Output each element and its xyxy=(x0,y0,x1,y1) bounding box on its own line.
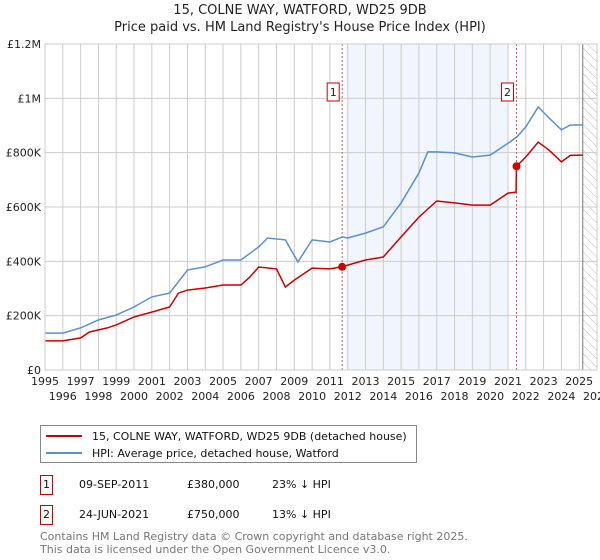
sale-price: £750,000 xyxy=(187,508,240,521)
x-tick-label: 2012 xyxy=(334,390,362,403)
legend-item-hpi: HPI: Average price, detached house, Watf… xyxy=(46,446,339,460)
x-tick-label: 2004 xyxy=(191,390,219,403)
sale-marker: 1 xyxy=(40,475,53,495)
x-tick-label: 2011 xyxy=(316,375,344,388)
legend-label-property: 15, COLNE WAY, WATFORD, WD25 9DB (detach… xyxy=(92,429,407,443)
y-tick-label: £1M xyxy=(18,92,42,105)
x-tick-label: 2006 xyxy=(227,390,255,403)
x-tick-label: 2021 xyxy=(494,375,522,388)
sale-date: 24-JUN-2021 xyxy=(79,508,150,521)
x-tick-label: 2014 xyxy=(369,390,397,403)
x-tick-label: 2010 xyxy=(298,390,326,403)
sale-date: 09-SEP-2011 xyxy=(79,478,150,491)
x-tick-label: 2026 xyxy=(583,390,600,403)
legend-swatch-blue xyxy=(46,452,82,454)
sale-price: £380,000 xyxy=(187,478,240,491)
legend: 15, COLNE WAY, WATFORD, WD25 9DB (detach… xyxy=(40,425,417,463)
sale-label: 2 xyxy=(504,86,511,99)
chart-title: 15, COLNE WAY, WATFORD, WD25 9DB xyxy=(173,3,427,18)
sale-point xyxy=(338,262,347,271)
y-tick-label: £400K xyxy=(6,255,42,268)
x-tick-label: 2016 xyxy=(405,390,433,403)
y-tick-label: £1.2M xyxy=(7,38,41,51)
x-tick-label: 2000 xyxy=(120,390,148,403)
x-tick-label: 2015 xyxy=(387,375,415,388)
y-tick-label: £0 xyxy=(27,364,41,377)
price-paid-line xyxy=(45,141,583,342)
x-tick-label: 1999 xyxy=(102,375,130,388)
sale-label-box xyxy=(501,82,515,102)
footer: Contains HM Land Registry data © Crown c… xyxy=(40,530,468,556)
x-tick-label: 2020 xyxy=(476,390,504,403)
x-tick-label: 2009 xyxy=(280,375,308,388)
x-tick-label: 1996 xyxy=(49,390,77,403)
x-tick-label: 2022 xyxy=(512,390,540,403)
footer-licence: This data is licensed under the Open Gov… xyxy=(40,543,391,556)
sale-row-2: 2 24-JUN-2021 £750,000 13% ↓ HPI xyxy=(40,505,440,525)
x-tick-label: 2005 xyxy=(209,375,237,388)
x-tick-label: 2007 xyxy=(245,375,273,388)
x-tick-label: 1997 xyxy=(67,375,95,388)
x-tick-label: 2023 xyxy=(530,375,558,388)
y-tick-label: £600K xyxy=(6,201,42,214)
x-tick-label: 2002 xyxy=(156,390,184,403)
y-tick-label: £200K xyxy=(6,310,42,323)
x-tick-label: 1995 xyxy=(31,375,59,388)
sale-point xyxy=(512,162,521,171)
footer-copyright: Contains HM Land Registry data © Crown c… xyxy=(40,530,468,543)
x-tick-label: 1998 xyxy=(84,390,112,403)
x-tick-label: 2025 xyxy=(565,375,593,388)
sale-row-1: 1 09-SEP-2011 £380,000 23% ↓ HPI xyxy=(40,475,440,495)
y-tick-label: £800K xyxy=(6,147,42,160)
legend-label-hpi: HPI: Average price, detached house, Watf… xyxy=(92,446,339,460)
x-tick-label: 2019 xyxy=(458,375,486,388)
x-tick-label: 2017 xyxy=(423,375,451,388)
sale-label: 1 xyxy=(330,86,337,99)
price-chart: 1995 1996 1997 1998 1999 2000 2001 2002 2003 2004… xyxy=(6,38,600,403)
x-tick-label: 2008 xyxy=(262,390,290,403)
x-tick-label: 2013 xyxy=(352,375,380,388)
x-tick-label: 2001 xyxy=(138,375,166,388)
x-tick-label: 2003 xyxy=(173,375,201,388)
sale-hpi-diff: 23% ↓ HPI xyxy=(272,478,331,491)
sale-marker: 2 xyxy=(40,505,53,525)
plot-border xyxy=(44,43,598,371)
legend-swatch-red xyxy=(46,435,82,437)
legend-item-property: 15, COLNE WAY, WATFORD, WD25 9DB (detach… xyxy=(46,429,407,443)
hpi-line xyxy=(45,105,583,334)
sale-hpi-diff: 13% ↓ HPI xyxy=(272,508,331,521)
sale-label-box xyxy=(326,82,340,102)
chart-subtitle: Price paid vs. HM Land Registry's House … xyxy=(114,20,486,35)
x-tick-label: 2024 xyxy=(547,390,575,403)
x-tick-label: 2018 xyxy=(441,390,469,403)
